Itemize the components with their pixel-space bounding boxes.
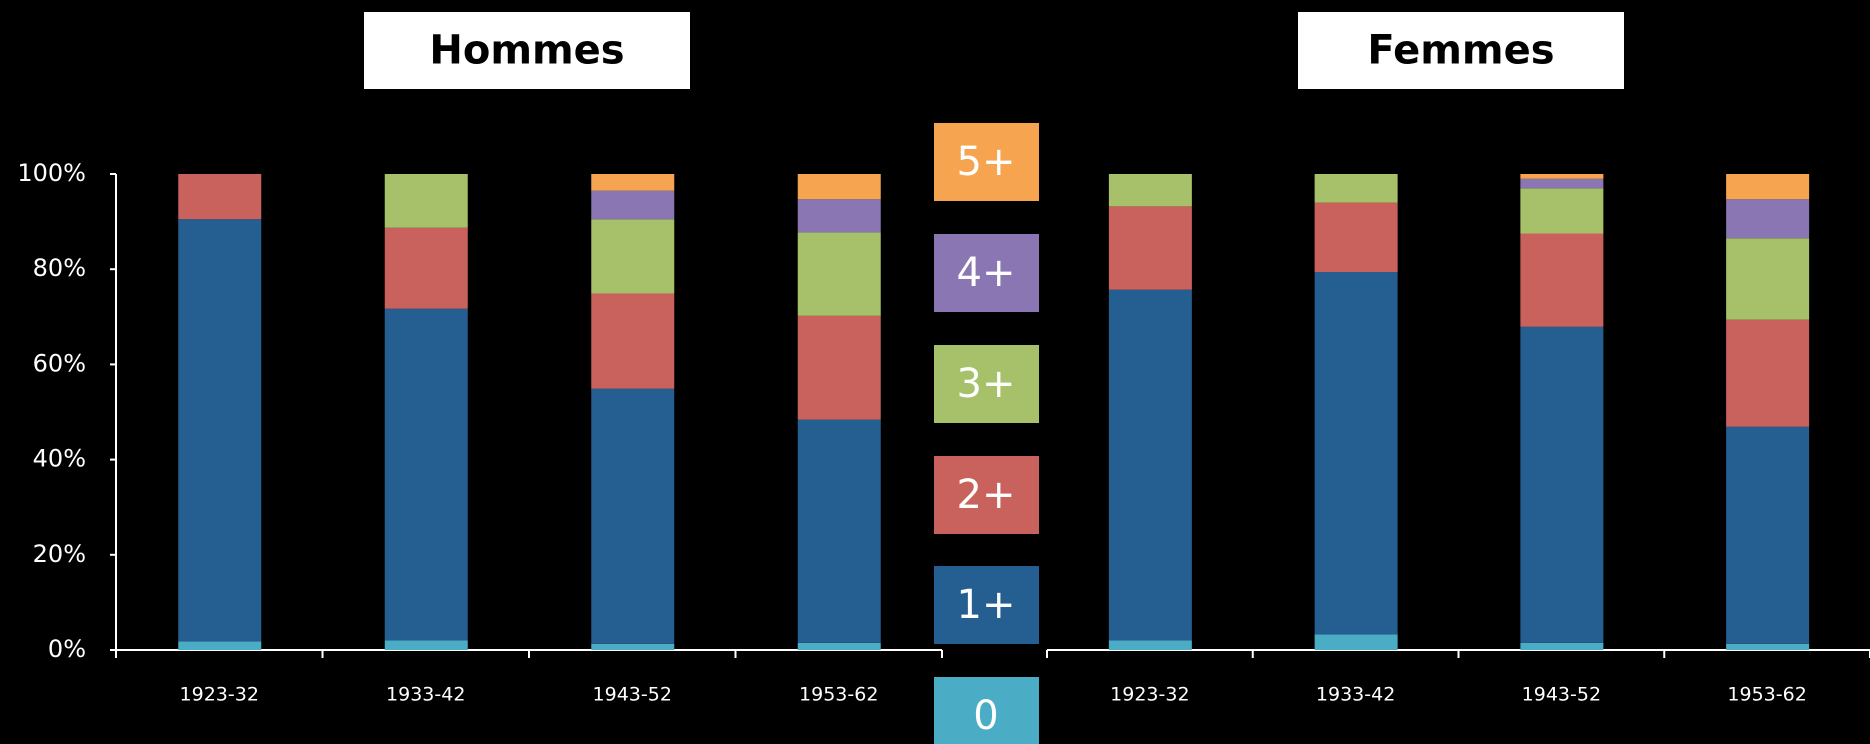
bar-segment	[1108, 174, 1192, 207]
title-box	[364, 12, 690, 89]
x-tick-label: 1923-32	[1110, 684, 1189, 706]
bar-segment	[1520, 188, 1604, 234]
bar-segment	[1726, 319, 1810, 427]
bar-segment	[591, 388, 675, 644]
y-tick-label: 0%	[48, 635, 86, 663]
legend-label: 4+	[957, 250, 1016, 296]
bar-segment	[1726, 426, 1810, 644]
legend-swatch	[934, 345, 1039, 423]
bar-segment	[384, 308, 468, 641]
bar-segment	[591, 190, 675, 220]
bar-segment	[797, 642, 881, 650]
bar-segment	[1108, 206, 1192, 290]
bar-segment	[1520, 178, 1604, 189]
chart-title: Femmes	[1367, 28, 1554, 74]
bar-segment	[1314, 174, 1398, 203]
bar-segment	[384, 227, 468, 309]
bar-segment	[1314, 202, 1398, 273]
legend-label: 5+	[957, 139, 1016, 185]
legend-label: 3+	[957, 361, 1016, 407]
chart-title: Hommes	[429, 28, 624, 74]
bar-segment	[591, 219, 675, 294]
x-tick-label: 1933-42	[1316, 684, 1395, 706]
bar-segment	[178, 641, 262, 650]
bar-segment	[178, 174, 262, 220]
legend-label: 2+	[957, 472, 1016, 518]
x-tick-label: 1923-32	[180, 684, 259, 706]
bar-segment	[1520, 174, 1604, 179]
bar-segment	[1726, 238, 1810, 320]
bar-segment	[1520, 642, 1604, 650]
legend-swatch	[934, 677, 1039, 744]
legend-swatch	[934, 456, 1039, 534]
x-tick-label: 1953-62	[1727, 684, 1806, 706]
bar-segment	[797, 315, 881, 420]
bar-segment	[384, 640, 468, 650]
legend-swatch	[934, 123, 1039, 201]
y-tick-label: 100%	[17, 159, 86, 187]
y-tick-label: 60%	[33, 349, 86, 377]
bar-segment	[1108, 289, 1192, 641]
bar-segment	[1314, 634, 1398, 650]
bar-segment	[1726, 643, 1810, 650]
bar-segment	[1726, 174, 1810, 200]
bar-segment	[591, 643, 675, 650]
bar-segment	[1314, 272, 1398, 635]
legend-swatch	[934, 234, 1039, 312]
bar-segment	[1520, 326, 1604, 643]
bar-segment	[591, 174, 675, 191]
bar-segment	[1108, 640, 1192, 650]
x-tick-label: 1943-52	[1522, 684, 1601, 706]
bar-segment	[384, 174, 468, 228]
title-box	[1298, 12, 1624, 89]
bar-segment	[797, 199, 881, 233]
x-tick-label: 1953-62	[799, 684, 878, 706]
legend-swatch	[934, 566, 1039, 644]
bar-segment	[1520, 233, 1604, 327]
bar-segment	[797, 232, 881, 316]
y-tick-label: 40%	[33, 445, 86, 473]
legend-label: 0	[973, 693, 998, 739]
bar-segment	[1726, 199, 1810, 239]
x-tick-label: 1933-42	[386, 684, 465, 706]
y-tick-label: 80%	[33, 254, 86, 282]
bar-segment	[178, 219, 262, 642]
y-tick-label: 20%	[33, 540, 86, 568]
bar-segment	[797, 174, 881, 200]
x-tick-label: 1943-52	[593, 684, 672, 706]
legend-label: 1+	[957, 582, 1016, 628]
bar-segment	[591, 293, 675, 389]
bar-segment	[797, 419, 881, 643]
